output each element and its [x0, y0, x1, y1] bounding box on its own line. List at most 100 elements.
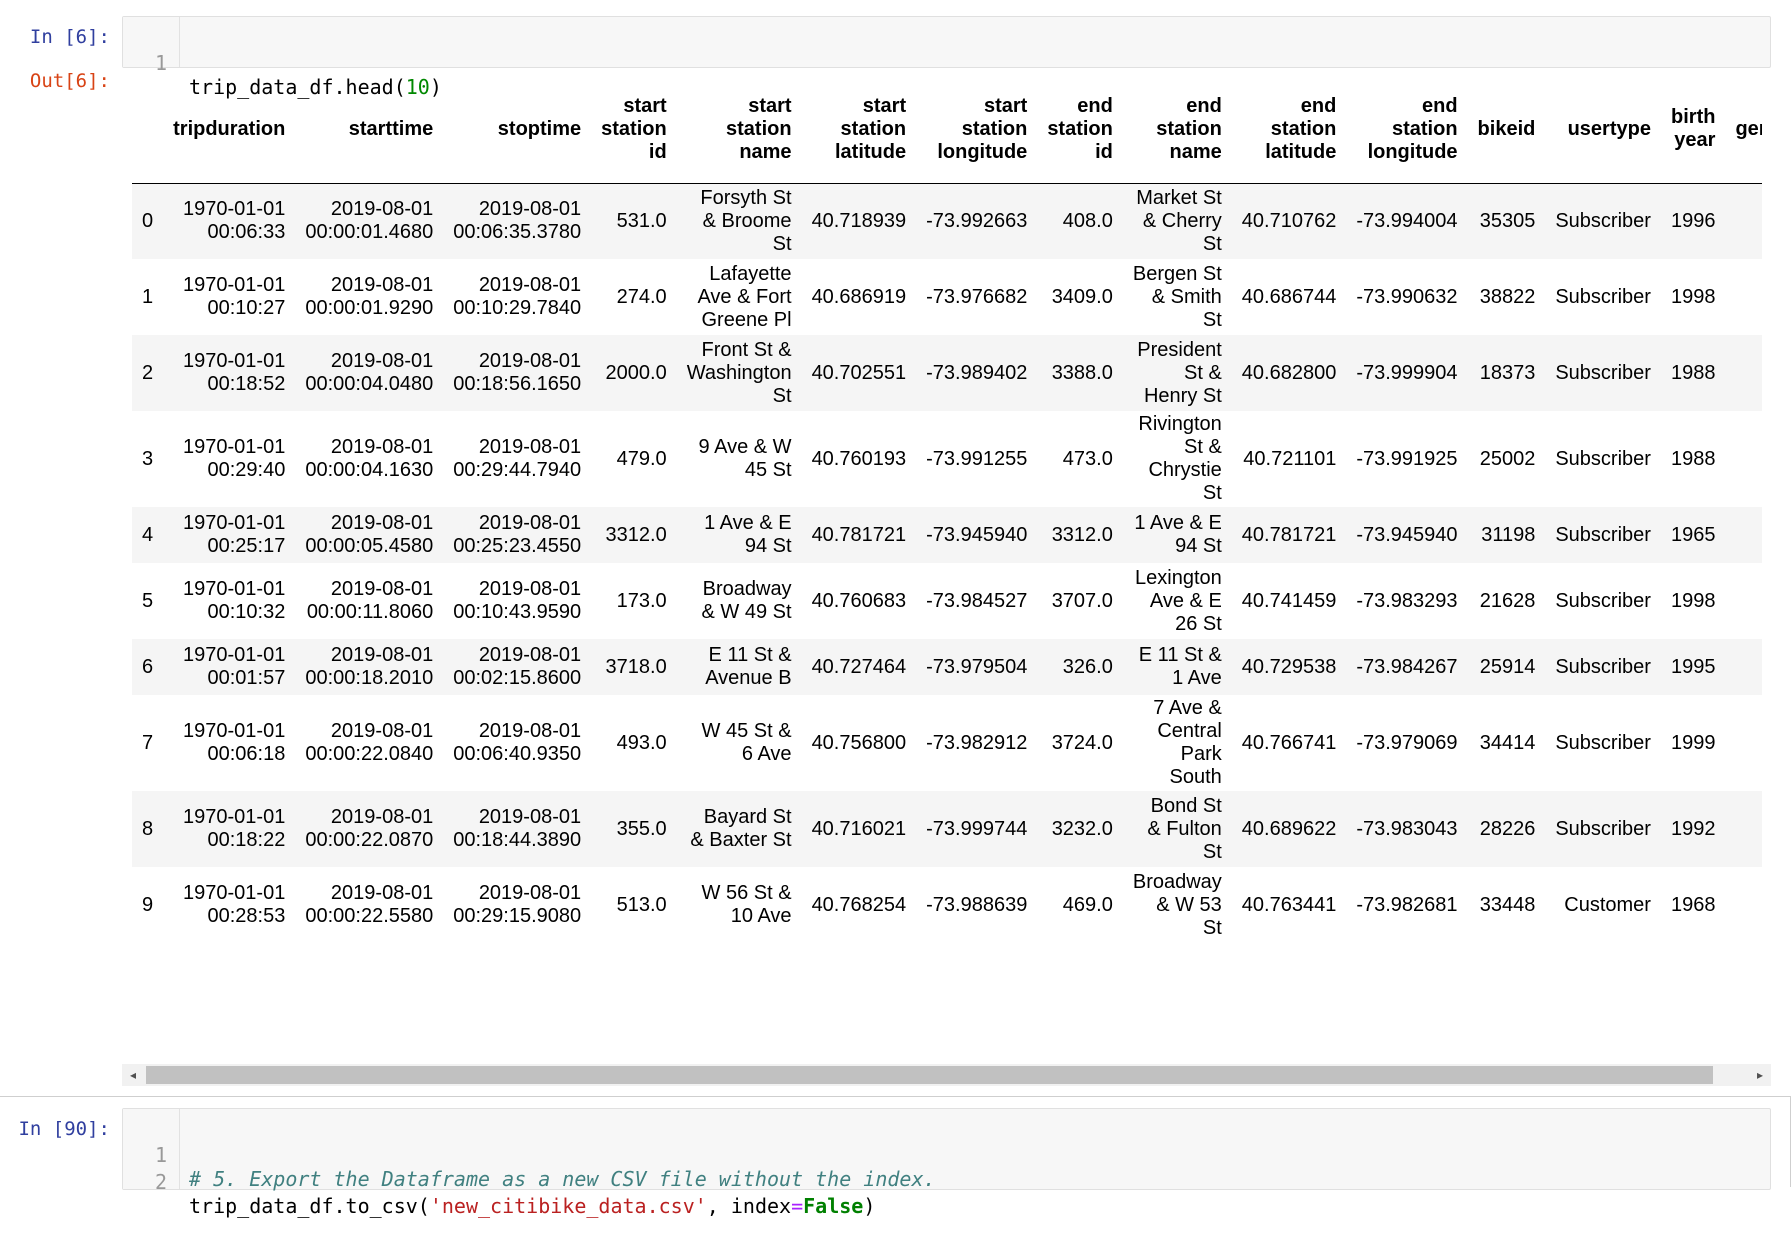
table-cell: 28226: [1479, 817, 1536, 840]
dataframe-output[interactable]: tripduration starttime stoptime start stati…: [122, 76, 1762, 1074]
table-cell: W 45 St & 6 Ave: [701, 720, 792, 765]
table-cell: 1998: [1670, 285, 1716, 308]
column-header: stoptime: [497, 117, 582, 140]
table-row: 2 1970-01-01 00:18:52 2019-08-01 00:00:04.…: [132, 335, 1762, 411]
table-cell: 35305: [1479, 209, 1536, 232]
table-cell: 1 Ave & E 94 St: [1134, 512, 1222, 557]
table-cell: 2019-08-01 00:00:05.4580: [305, 512, 434, 557]
table-cell: 40.763441: [1241, 893, 1337, 916]
table-cell: 40.760193: [811, 447, 907, 470]
table-cell: Subscriber: [1555, 361, 1651, 384]
table-cell: 1970-01-01 00:10:32: [183, 578, 286, 623]
table-cell: [1725, 639, 1762, 695]
table-cell: 1970-01-01 00:10:27: [183, 274, 286, 319]
table-cell: Lafayette Ave & Fort Greene Pl: [697, 262, 792, 331]
table-header-row: tripduration starttime stoptime start stati…: [132, 76, 1762, 183]
table-cell: President St & Henry St: [1137, 338, 1222, 407]
table-cell: 1970-01-01 00:06:33: [183, 198, 286, 244]
table-cell: Lexington Ave & E 26 St: [1135, 566, 1222, 635]
table-cell: Subscriber: [1555, 447, 1651, 470]
table-cell: 2000.0: [605, 361, 667, 384]
table-cell: 40.721101: [1243, 447, 1337, 470]
table-cell: -73.991925: [1356, 447, 1458, 470]
table-cell: 40.741459: [1241, 589, 1337, 612]
table-cell: -73.984267: [1356, 655, 1458, 678]
table-cell: 1970-01-01 00:29:40: [183, 436, 286, 481]
table-cell: Bergen St & Smith St: [1132, 262, 1222, 331]
table-cell: 1965: [1670, 523, 1716, 546]
code-cell-1[interactable]: 1 trip_data_df.head(10): [122, 16, 1771, 99]
table-cell: 2019-08-01 00:25:23.4550: [453, 512, 582, 557]
table-cell: -73.983293: [1356, 589, 1458, 612]
row-index: 2: [142, 361, 154, 384]
table-cell: Rivington St & Chrystie St: [1138, 413, 1222, 504]
column-header: gend: [1735, 117, 1762, 140]
column-header: start station id: [601, 94, 667, 163]
row-index: 8: [142, 817, 154, 840]
table-cell: 40.718939: [811, 209, 907, 232]
row-index: 6: [142, 655, 154, 678]
output-prompt: Out[6]:: [29, 70, 110, 92]
column-header: start station name: [726, 94, 792, 163]
table-cell: [1725, 507, 1762, 563]
row-index: 9: [142, 893, 154, 916]
table-cell: 40.760683: [811, 589, 907, 612]
table-cell: -73.945940: [1356, 523, 1458, 546]
table-cell: Subscriber: [1555, 285, 1651, 308]
table-cell: 355.0: [616, 817, 667, 840]
table-cell: W 56 St & 10 Ave: [701, 882, 792, 927]
table-cell: 40.756800: [811, 731, 907, 754]
column-header: starttime: [348, 117, 434, 140]
index-header: [132, 76, 163, 183]
table-cell: [1725, 867, 1762, 943]
table-cell: 1968: [1670, 893, 1716, 916]
table-cell: -73.984527: [926, 589, 1028, 612]
table-cell: 1970-01-01 00:06:18: [183, 720, 286, 765]
table-cell: 7 Ave & Central Park South: [1153, 697, 1222, 788]
column-header: end station id: [1047, 94, 1113, 163]
table-cell: 173.0: [616, 589, 667, 612]
table-cell: 2019-08-01 00:06:40.9350: [453, 720, 582, 765]
table-cell: -73.945940: [926, 523, 1028, 546]
table-cell: 3312.0: [1051, 523, 1113, 546]
code-line[interactable]: 1 trip_data_df.head(10): [123, 27, 1770, 99]
input-prompt: In [6]:: [29, 26, 110, 48]
table-cell: 513.0: [616, 893, 667, 916]
scrollbar-thumb[interactable]: [146, 1066, 1713, 1084]
table-cell: -73.999744: [926, 817, 1028, 840]
horizontal-scrollbar[interactable]: ◂ ▸: [122, 1064, 1771, 1086]
line-number-gutter: [123, 17, 180, 67]
code-line[interactable]: 2 trip_data_df.to_csv('new_citibike_data…: [123, 1146, 1770, 1218]
table-cell: 1992: [1670, 817, 1716, 840]
line-number-gutter: [123, 1109, 180, 1189]
row-index: 1: [142, 285, 154, 308]
line-number: 1: [154, 1143, 167, 1167]
column-header: end station name: [1156, 94, 1222, 163]
table-cell: 1970-01-01 00:01:57: [183, 644, 286, 689]
table-cell: [1725, 183, 1762, 259]
table-cell: 2019-08-01 00:00:11.8060: [306, 578, 434, 623]
table-cell: Subscriber: [1555, 589, 1651, 612]
table-cell: -73.976682: [926, 285, 1028, 308]
table-cell: 21628: [1479, 589, 1536, 612]
table-cell: 25002: [1479, 447, 1536, 470]
table-cell: Subscriber: [1555, 817, 1651, 840]
row-index: 3: [142, 447, 154, 470]
scroll-left-icon[interactable]: ◂: [129, 1068, 137, 1082]
code-cell-2[interactable]: 1 # 5. Export the Dataframe as a new CSV…: [122, 1108, 1771, 1218]
scroll-right-icon[interactable]: ▸: [1756, 1068, 1764, 1082]
table-cell: -73.989402: [926, 361, 1028, 384]
code-line[interactable]: 1 # 5. Export the Dataframe as a new CSV…: [123, 1119, 1770, 1191]
table-cell: Subscriber: [1555, 731, 1651, 754]
table-cell: Broadway & W 53 St: [1132, 870, 1222, 939]
table-cell: 3388.0: [1051, 361, 1113, 384]
table-cell: [1725, 335, 1762, 411]
table-cell: Subscriber: [1555, 523, 1651, 546]
table-cell: 274.0: [616, 285, 667, 308]
line-number: 1: [154, 51, 167, 75]
table-cell: 1 Ave & E 94 St: [704, 512, 792, 557]
column-header: start station longitude: [937, 94, 1028, 163]
column-header: end station longitude: [1367, 94, 1458, 163]
table-cell: 1995: [1670, 655, 1716, 678]
column-header: birth year: [1671, 106, 1716, 152]
